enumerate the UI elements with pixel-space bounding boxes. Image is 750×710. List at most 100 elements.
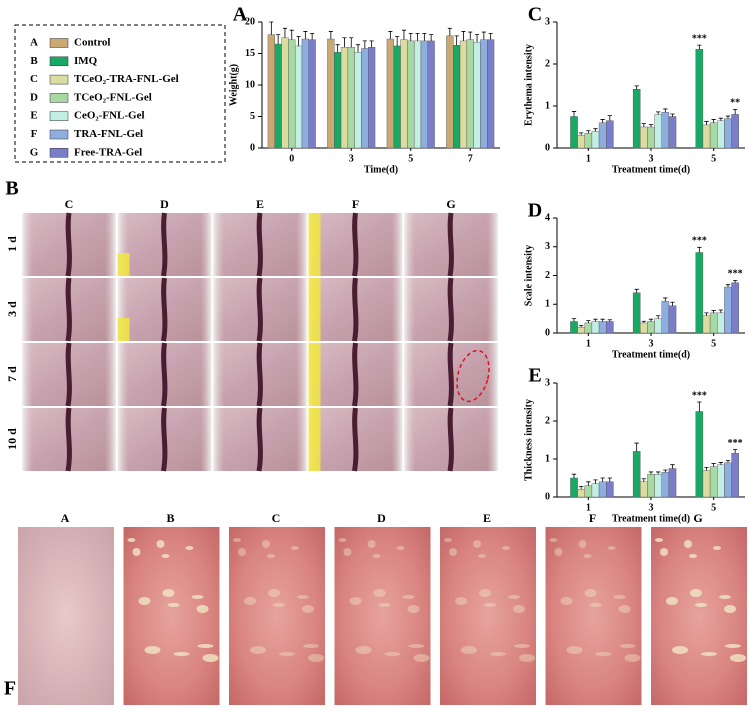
bar xyxy=(386,38,394,149)
scale-flake xyxy=(268,589,280,597)
scale-flake xyxy=(455,597,467,605)
error-bar xyxy=(634,442,639,452)
column-label: C xyxy=(65,197,74,211)
scale-flake xyxy=(578,540,587,548)
panel-label: A xyxy=(233,4,248,26)
legend-label: TRA-FNL-Gel xyxy=(74,128,143,140)
bar xyxy=(584,133,593,149)
error-bar xyxy=(303,31,308,40)
bar xyxy=(731,114,739,149)
error-bar xyxy=(461,31,466,41)
bar xyxy=(661,472,670,498)
y-tick-label: 0 xyxy=(250,142,255,153)
error-bar xyxy=(401,29,406,40)
scale-flake xyxy=(291,546,299,550)
bar xyxy=(327,38,335,149)
legend-label: Free-TRA-Gel xyxy=(74,146,142,158)
scale-flake xyxy=(666,597,678,605)
bar xyxy=(709,312,718,334)
scale-flake xyxy=(402,595,415,599)
error-bar xyxy=(670,464,675,469)
panel-label: F xyxy=(4,678,16,700)
error-bar xyxy=(429,34,434,41)
mark-line xyxy=(65,407,72,472)
x-axis-title: Treatment time(d) xyxy=(612,513,690,524)
mark-line xyxy=(65,212,72,277)
bar xyxy=(577,327,585,334)
bar xyxy=(668,305,677,334)
x-tick-label: 5 xyxy=(711,502,716,513)
scale-flake xyxy=(461,646,477,654)
mark-line xyxy=(447,407,454,472)
bar xyxy=(702,315,711,334)
scale-flake xyxy=(297,595,309,599)
error-bar xyxy=(335,44,340,53)
bar xyxy=(577,135,585,149)
error-bar xyxy=(586,130,591,134)
error-bar xyxy=(711,310,716,313)
scale-flake xyxy=(560,597,573,605)
bar xyxy=(661,112,670,149)
y-tick-label: 2 xyxy=(545,270,550,281)
bar xyxy=(334,52,342,149)
scale-flake xyxy=(267,554,275,558)
bar xyxy=(724,118,732,149)
error-bar xyxy=(725,460,731,463)
error-bar xyxy=(600,119,605,123)
bar xyxy=(420,40,428,149)
error-bar xyxy=(571,473,577,478)
bar xyxy=(695,411,704,498)
x-tick-label: 1 xyxy=(586,338,591,349)
error-bar xyxy=(454,35,459,46)
x-tick-label: 1 xyxy=(586,153,591,164)
bar xyxy=(393,45,401,149)
bar xyxy=(640,322,648,334)
error-bar xyxy=(488,32,493,40)
mark-line xyxy=(161,342,168,407)
scale-flake xyxy=(196,605,209,613)
mark-line xyxy=(352,277,359,342)
scale-flake xyxy=(619,644,636,648)
legend-swatch xyxy=(49,111,69,121)
bar xyxy=(347,47,355,149)
x-tick-label: 0 xyxy=(289,153,294,164)
error-bar xyxy=(697,401,702,412)
scale-flake xyxy=(167,603,180,607)
bar xyxy=(647,474,655,498)
bar xyxy=(427,40,435,149)
y-tick-label: 3 xyxy=(545,377,550,388)
error-bar xyxy=(282,27,287,38)
scale-flake xyxy=(484,603,496,607)
bar xyxy=(274,43,282,149)
legend-swatch xyxy=(49,74,69,85)
error-bar xyxy=(269,21,274,35)
scale-flake xyxy=(156,540,165,548)
mark-line xyxy=(447,212,454,277)
scale-flake xyxy=(233,538,241,542)
mark-line xyxy=(256,277,263,342)
bar xyxy=(695,252,704,334)
error-bar xyxy=(607,319,612,322)
yellow-stain xyxy=(117,318,130,341)
error-bar xyxy=(328,31,333,40)
y-tick-label: 3 xyxy=(545,16,550,27)
legend-swatch xyxy=(49,56,69,67)
error-bar xyxy=(725,284,731,287)
error-bar xyxy=(697,44,702,50)
mark-line xyxy=(352,407,359,472)
scale-flake xyxy=(566,646,583,654)
bar xyxy=(709,122,718,149)
scale-flake xyxy=(355,646,372,654)
error-bar xyxy=(362,40,367,49)
error-bar xyxy=(656,315,661,319)
column-label: E xyxy=(483,511,491,525)
scale-flake xyxy=(554,548,563,556)
bar xyxy=(570,116,578,149)
x-tick-label: 7 xyxy=(468,153,473,164)
bar xyxy=(340,47,349,149)
y-tick-label: 4 xyxy=(545,212,550,223)
scale-flake xyxy=(690,589,702,597)
column-label: D xyxy=(377,511,386,525)
bar xyxy=(301,38,309,149)
error-bar xyxy=(718,462,723,465)
